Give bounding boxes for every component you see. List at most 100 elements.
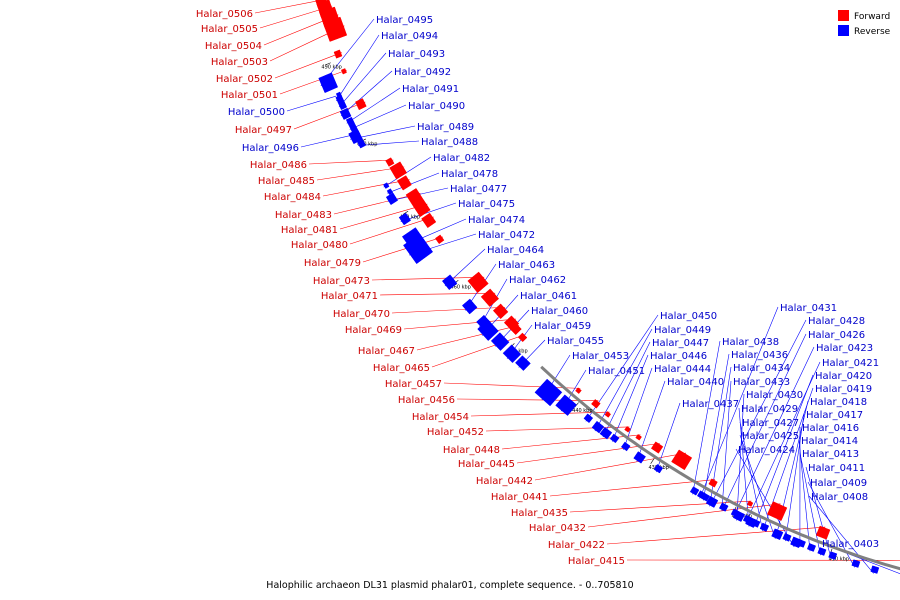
gene-block-halar-0449	[591, 420, 605, 434]
gene-block-halar-0461	[477, 319, 499, 341]
leader-halar-0447	[602, 341, 651, 438]
leader-halar-0482	[383, 156, 432, 188]
gene-label-halar-0440: Halar_0440	[667, 377, 724, 388]
gene-label-halar-0491: Halar_0491	[402, 84, 459, 95]
gene-label-halar-0490: Halar_0490	[408, 101, 465, 112]
gene-label-halar-0444: Halar_0444	[654, 364, 711, 375]
gene-block-halar-0475	[398, 212, 412, 226]
leader-halar-0493	[338, 52, 387, 108]
gene-label-halar-0467: Halar_0467	[358, 346, 415, 357]
gene-block-halar-0484	[396, 175, 412, 191]
gene-label-halar-0459: Halar_0459	[534, 321, 591, 332]
gene-block-halar-0409	[851, 559, 861, 568]
gene-label-halar-0417: Halar_0417	[806, 410, 863, 421]
gene-blocks	[315, 0, 880, 574]
leader-halar-0500	[286, 95, 337, 112]
gene-block-halar-0465	[517, 332, 528, 343]
gene-label-halar-0472: Halar_0472	[478, 230, 535, 241]
label-lines	[254, 0, 900, 574]
gene-label-halar-0502: Halar_0502	[216, 74, 273, 85]
gene-label-halar-0485: Halar_0485	[258, 176, 315, 187]
gene-label-halar-0500: Halar_0500	[228, 107, 285, 118]
leader-halar-0496	[300, 134, 355, 148]
gene-block-halar-0452	[624, 426, 631, 433]
leader-halar-0423	[733, 346, 815, 517]
gene-block-halar-0446	[609, 433, 620, 444]
leader-halar-0486	[308, 159, 394, 165]
gene-block-halar-0453	[534, 378, 563, 407]
gene-label-halar-0483: Halar_0483	[275, 210, 332, 221]
gene-block-halar-0488	[357, 139, 367, 149]
gene-block-halar-0501	[340, 68, 347, 75]
leader-halar-0426	[721, 333, 807, 511]
gene-block-halar-0444	[620, 441, 631, 452]
leader-halar-0420	[753, 374, 814, 527]
legend-reverse-label: Reverse	[854, 27, 891, 37]
gene-label-halar-0479: Halar_0479	[304, 258, 361, 269]
tick-label-480-kbp: 480 kbp	[357, 142, 377, 148]
gene-label-halar-0446: Halar_0446	[650, 351, 707, 362]
gene-label-halar-0425: Halar_0425	[742, 431, 799, 442]
gene-label-halar-0454: Halar_0454	[412, 412, 469, 423]
leader-halar-0491	[346, 87, 401, 124]
gene-label-halar-0442: Halar_0442	[476, 476, 533, 487]
leader-halar-0480	[349, 216, 434, 245]
gene-label-halar-0441: Halar_0441	[491, 492, 548, 503]
gene-label-halar-0463: Halar_0463	[498, 260, 555, 271]
gene-label-halar-0448: Halar_0448	[443, 445, 500, 456]
gene-block-halar-0503	[322, 16, 348, 42]
gene-label-halar-0492: Halar_0492	[394, 67, 451, 78]
backbone-arc	[540, 365, 900, 571]
gene-label-halar-0506: Halar_0506	[196, 9, 253, 20]
gene-block-halar-0485	[389, 161, 408, 180]
gene-label-halar-0480: Halar_0480	[291, 240, 348, 251]
gene-label-halar-0462: Halar_0462	[509, 275, 566, 286]
leader-halar-0479	[362, 236, 443, 263]
gene-label-halar-0451: Halar_0451	[588, 366, 645, 377]
gene-block-halar-0456	[591, 399, 601, 409]
gene-label-halar-0419: Halar_0419	[815, 384, 872, 395]
gene-block-halar-0467	[509, 322, 522, 336]
gene-label-halar-0460: Halar_0460	[531, 306, 588, 317]
leader-halar-0408	[808, 495, 874, 574]
gene-label-halar-0456: Halar_0456	[398, 395, 455, 406]
leader-halar-0483	[333, 193, 421, 215]
map-caption: Halophilic archaeon DL31 plasmid phalar0…	[266, 580, 633, 591]
gene-label-halar-0423: Halar_0423	[816, 343, 873, 354]
leader-halar-0413	[799, 452, 821, 556]
gene-label-halar-0445: Halar_0445	[458, 459, 515, 470]
gene-label-halar-0403: Halar_0403	[822, 539, 879, 550]
gene-block-halar-0473	[467, 271, 489, 294]
leader-halar-0454	[470, 411, 610, 417]
gene-block-halar-0417	[782, 532, 792, 542]
gene-block-halar-0440	[633, 451, 646, 464]
gene-label-halar-0481: Halar_0481	[281, 225, 338, 236]
leader-halar-0448	[501, 434, 641, 450]
leader-halar-0403	[819, 542, 900, 574]
gene-label-halar-0488: Halar_0488	[421, 137, 478, 148]
gene-block-halar-0470	[492, 303, 509, 320]
gene-label-halar-0469: Halar_0469	[345, 325, 402, 336]
gene-label-halar-0430: Halar_0430	[746, 390, 803, 401]
gene-block-halar-0495	[318, 72, 339, 94]
gene-block-halar-0464	[441, 274, 458, 291]
leader-halar-0471	[379, 292, 496, 296]
gene-label-halar-0474: Halar_0474	[468, 215, 525, 226]
gene-label-halar-0447: Halar_0447	[652, 338, 709, 349]
gene-label-halar-0438: Halar_0438	[722, 337, 779, 348]
gene-label-halar-0420: Halar_0420	[815, 371, 872, 382]
gene-label-halar-0449: Halar_0449	[654, 325, 711, 336]
gene-block-halar-0413	[817, 547, 827, 556]
gene-block-halar-0486	[385, 157, 395, 167]
gene-block-halar-0422	[815, 525, 831, 540]
tick-label-410-kbp: 410 kbp	[829, 556, 849, 562]
gene-label-halar-0493: Halar_0493	[388, 49, 445, 60]
gene-label-halar-0422: Halar_0422	[548, 540, 605, 551]
gene-label-halar-0471: Halar_0471	[321, 291, 378, 302]
gene-block-halar-0482	[383, 182, 390, 189]
gene-label-halar-0503: Halar_0503	[211, 57, 268, 68]
gene-label-halar-0415: Halar_0415	[568, 556, 625, 567]
gene-label-halar-0455: Halar_0455	[547, 336, 604, 347]
gene-label-halar-0478: Halar_0478	[441, 169, 498, 180]
gene-block-halar-0423	[730, 508, 741, 518]
